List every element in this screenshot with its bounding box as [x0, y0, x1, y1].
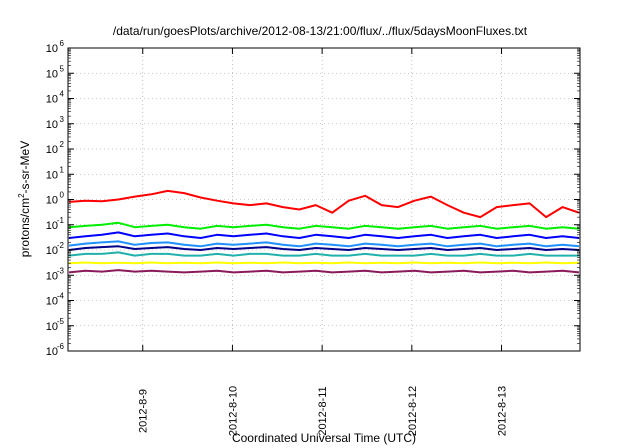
x-tick-label: 2012-8-9 — [138, 389, 150, 433]
y-tick-exponent: -6 — [57, 342, 65, 351]
y-tick-exponent: 5 — [60, 64, 65, 73]
x-tick-label: 2012-8-10 — [227, 386, 239, 436]
y-tick-exponent: -5 — [57, 317, 65, 326]
y-tick-label: 10-6 — [46, 342, 65, 358]
y-tick-base: 10 — [46, 296, 58, 308]
y-tick-label: 10 6 — [46, 39, 65, 55]
y-tick-base: 10 — [46, 195, 58, 207]
y-tick-exponent: -1 — [57, 216, 65, 225]
y-tick-label: 10 2 — [46, 140, 65, 156]
y-tick-exponent: -2 — [57, 241, 65, 250]
series-line-5 — [68, 251, 579, 257]
series-line-4 — [68, 245, 580, 251]
y-axis-label-sup: 2 — [17, 193, 26, 198]
y-tick-label: 10 5 — [46, 64, 65, 80]
y-tick-label: 10-5 — [46, 317, 65, 333]
series-line-6 — [68, 261, 580, 265]
y-axis-label-pre: protons/cm — [18, 198, 32, 257]
y-tick-label: 10 4 — [46, 90, 65, 106]
y-tick-exponent: 0 — [60, 191, 65, 200]
y-tick-base: 10 — [46, 270, 58, 282]
y-tick-base: 10 — [46, 68, 58, 80]
y-tick-label: 10 1 — [46, 165, 65, 181]
y-tick-base: 10 — [46, 321, 58, 333]
y-axis-label-post: -s-sr-MeV — [18, 141, 32, 194]
series-layer — [68, 189, 580, 274]
y-tick-exponent: 6 — [60, 39, 65, 48]
y-tick-label: 10-1 — [46, 216, 65, 232]
y-tick-base: 10 — [46, 144, 58, 156]
y-tick-base: 10 — [46, 169, 58, 181]
y-tick-exponent: 3 — [60, 115, 65, 124]
y-tick-base: 10 — [46, 43, 58, 55]
series-line-2 — [68, 231, 580, 239]
y-tick-base: 10 — [46, 94, 58, 106]
chart-title: /data/run/goesPlots/archive/2012-08-13/2… — [113, 24, 528, 38]
x-tick-label: 2012-8-12 — [407, 386, 419, 436]
y-tick-label: 10-2 — [46, 241, 65, 257]
series-line-1 — [68, 221, 580, 230]
grid — [68, 48, 580, 351]
y-tick-exponent: 1 — [60, 165, 65, 174]
y-tick-label: 10 0 — [46, 191, 65, 207]
y-tick-exponent: -4 — [57, 292, 65, 301]
y-tick-base: 10 — [46, 346, 58, 358]
y-tick-base: 10 — [46, 119, 58, 131]
series-line-7 — [68, 269, 580, 274]
series-line-3 — [68, 240, 580, 248]
y-tick-label: 10-3 — [46, 266, 65, 282]
x-tick-label: 2012-8-13 — [497, 386, 509, 436]
y-tick-label: 10 3 — [46, 115, 65, 131]
x-axis-label: Coordinated Universal Time (UTC) — [232, 431, 416, 445]
y-tick-base: 10 — [46, 220, 58, 232]
y-tick-label: 10-4 — [46, 292, 65, 308]
series-line-0 — [68, 189, 580, 219]
y-tick-exponent: 2 — [60, 140, 65, 149]
y-axis: 10-610-510-410-310-210-110 010 110 210 310 41… — [46, 39, 580, 358]
y-tick-base: 10 — [46, 245, 58, 257]
y-tick-exponent: -3 — [57, 266, 65, 275]
x-axis: 2012-8-9 2012-8-10 2012-8-11 2012-8-12 2012-… — [138, 48, 509, 436]
x-tick-label: 2012-8-11 — [317, 386, 329, 435]
y-axis-label: protons/cm2-s-sr-MeV — [17, 141, 32, 257]
y-tick-exponent: 4 — [60, 90, 65, 99]
